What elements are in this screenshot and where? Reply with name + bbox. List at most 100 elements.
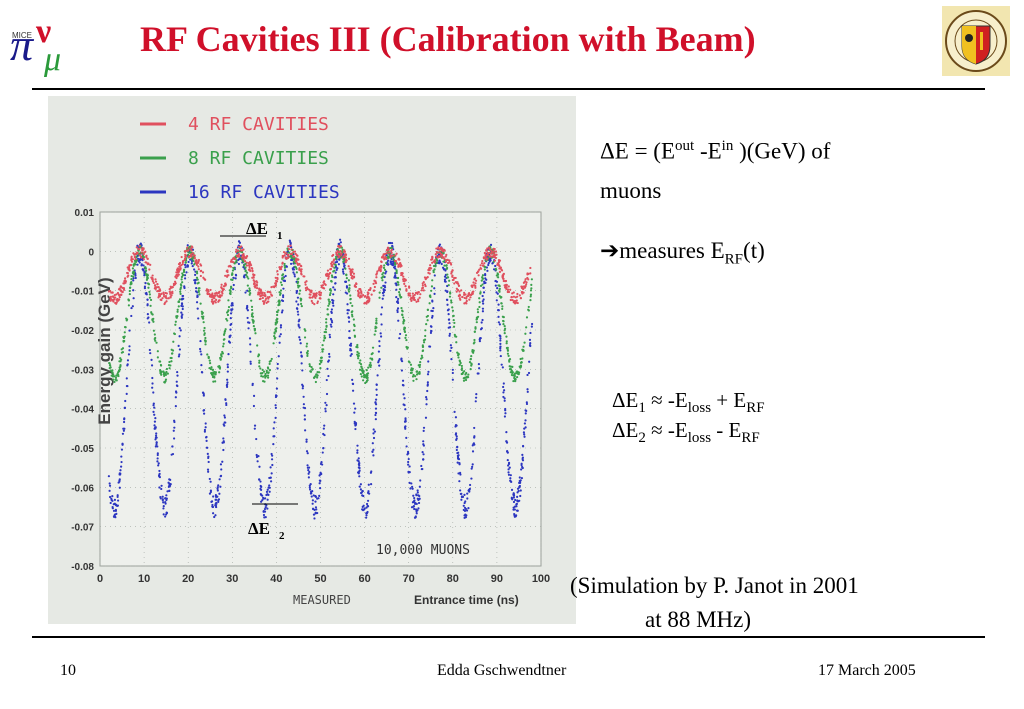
- data-point: [128, 292, 131, 296]
- data-point: [476, 308, 479, 311]
- data-point: [371, 442, 374, 445]
- data-point: [482, 264, 485, 267]
- data-point: [349, 297, 352, 301]
- data-point: [350, 269, 353, 272]
- data-point: [483, 262, 486, 265]
- data-point: [242, 255, 245, 259]
- data-point: [337, 242, 340, 246]
- data-point: [351, 382, 355, 386]
- data-point: [154, 278, 157, 281]
- data-point: [208, 492, 212, 495]
- data-point: [421, 467, 424, 471]
- data-point: [221, 292, 224, 295]
- data-point: [243, 274, 246, 277]
- data-point: [237, 245, 240, 248]
- data-point: [471, 291, 474, 294]
- data-point: [120, 460, 123, 464]
- data-point: [398, 258, 401, 261]
- data-point: [320, 460, 323, 464]
- data-point: [385, 254, 388, 257]
- data-point: [166, 490, 169, 493]
- data-point: [156, 283, 159, 286]
- data-point: [167, 485, 170, 488]
- data-point: [263, 507, 267, 511]
- data-point: [324, 328, 327, 331]
- data-point: [469, 358, 472, 361]
- data-point: [359, 363, 363, 366]
- data-point: [173, 419, 176, 422]
- data-point: [203, 339, 207, 342]
- energy-gain-chart: 0 10 20 30 40 50 60 70 80 90 100 0.01 0 -0.01 -0.02 -0.…: [48, 96, 576, 624]
- data-point: [374, 418, 377, 421]
- data-point: [385, 261, 388, 265]
- data-point: [183, 257, 187, 260]
- data-point: [332, 259, 335, 262]
- data-point: [273, 334, 276, 338]
- data-point: [178, 265, 181, 268]
- data-point: [510, 373, 514, 377]
- data-point: [335, 268, 338, 272]
- data-point: [457, 458, 461, 461]
- data-point: [130, 306, 133, 310]
- data-point: [194, 281, 197, 284]
- data-point: [158, 360, 161, 363]
- data-point: [522, 348, 525, 352]
- data-point: [520, 285, 523, 288]
- data-point: [309, 492, 312, 495]
- data-point: [393, 276, 396, 279]
- data-point: [474, 326, 477, 329]
- data-point: [422, 426, 426, 429]
- data-point: [525, 401, 528, 404]
- data-point: [347, 290, 351, 293]
- data-point: [434, 265, 437, 268]
- data-point: [473, 330, 476, 334]
- data-point: [428, 272, 431, 275]
- data-point: [435, 261, 438, 264]
- data-point: [219, 357, 222, 360]
- data-point: [183, 285, 186, 288]
- data-point: [225, 385, 229, 389]
- data-point: [471, 349, 474, 352]
- data-point: [323, 424, 326, 427]
- data-point: [431, 314, 434, 318]
- data-point: [227, 340, 231, 343]
- data-point: [251, 276, 254, 279]
- data-point: [501, 305, 504, 308]
- data-point: [158, 469, 161, 473]
- data-point: [298, 292, 301, 295]
- data-point: [295, 257, 298, 260]
- data-point: [130, 260, 134, 263]
- data-point: [345, 285, 349, 288]
- data-point: [279, 326, 282, 329]
- data-point: [530, 322, 534, 326]
- data-point: [529, 289, 533, 292]
- data-point: [480, 262, 484, 265]
- data-point: [118, 370, 121, 373]
- data-point: [458, 360, 462, 363]
- series-2-points: [108, 244, 533, 385]
- data-point: [192, 259, 195, 262]
- data-point: [323, 330, 326, 334]
- data-point: [182, 297, 185, 300]
- svg-text:ν: ν: [35, 13, 51, 50]
- data-point: [357, 457, 360, 460]
- data-point: [481, 259, 484, 263]
- data-point: [276, 362, 279, 366]
- data-point: [365, 369, 368, 372]
- data-point: [423, 276, 427, 279]
- data-point: [418, 296, 421, 299]
- data-point: [455, 438, 458, 441]
- data-point: [375, 317, 378, 320]
- data-point: [513, 372, 516, 376]
- data-point: [133, 253, 136, 256]
- data-point: [194, 278, 197, 282]
- data-point: [274, 416, 277, 419]
- data-point: [270, 285, 273, 289]
- x-tick-label: 30: [226, 573, 238, 585]
- data-point: [494, 284, 497, 287]
- data-point: [498, 259, 501, 263]
- data-point: [204, 278, 207, 281]
- data-point: [249, 269, 252, 273]
- data-point: [446, 309, 450, 312]
- data-point: [181, 263, 184, 266]
